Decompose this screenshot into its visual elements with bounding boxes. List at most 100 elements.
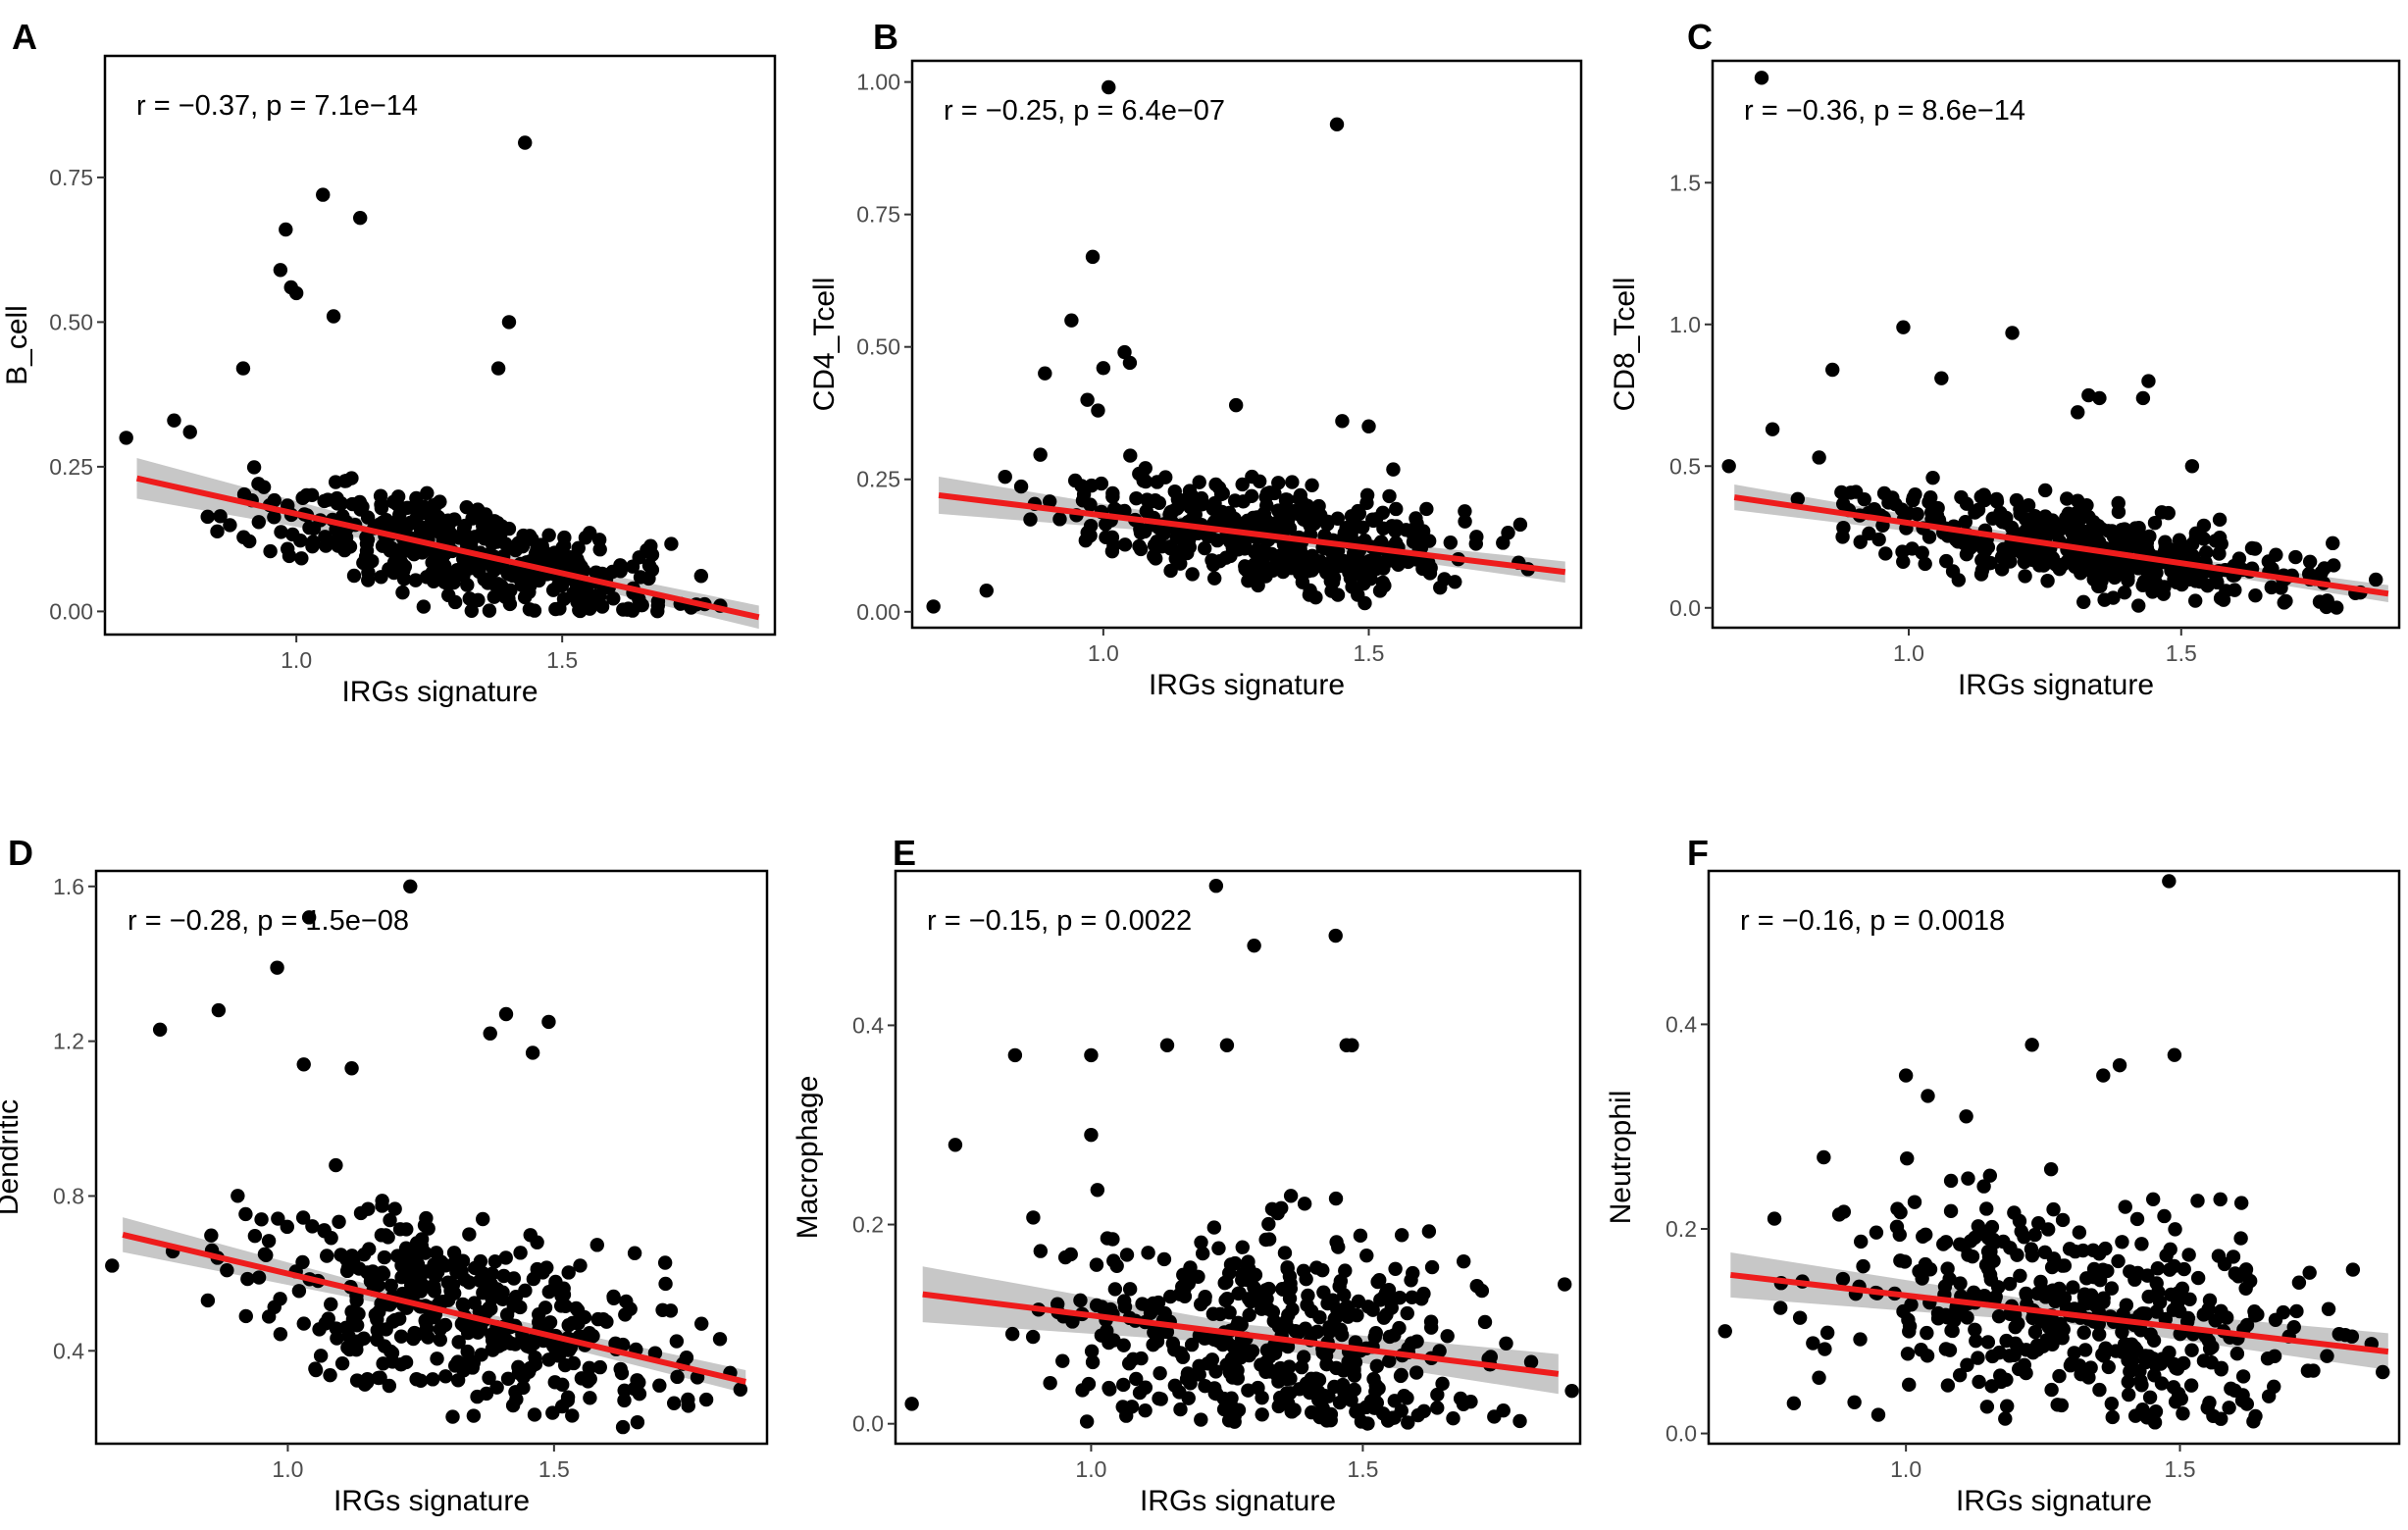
data-point bbox=[1261, 1216, 1276, 1232]
data-point bbox=[1375, 505, 1391, 520]
x-tick-label: 1.5 bbox=[2165, 1456, 2196, 1482]
data-point bbox=[2288, 549, 2303, 565]
data-point bbox=[1893, 1204, 1908, 1220]
data-point bbox=[2167, 1047, 2182, 1062]
data-point bbox=[319, 538, 333, 553]
data-point bbox=[561, 1265, 576, 1280]
data-point bbox=[407, 1325, 422, 1341]
data-point bbox=[1141, 1246, 1155, 1260]
data-point bbox=[375, 1265, 390, 1280]
data-point bbox=[1878, 546, 1893, 561]
data-point bbox=[2104, 524, 2120, 538]
data-point bbox=[606, 591, 621, 606]
data-point bbox=[555, 1377, 570, 1393]
data-point bbox=[246, 460, 262, 475]
data-point bbox=[479, 1386, 494, 1402]
data-point bbox=[1835, 530, 1850, 544]
data-point bbox=[591, 533, 607, 547]
data-point bbox=[2092, 390, 2107, 406]
data-point bbox=[1336, 1363, 1351, 1378]
data-point bbox=[2145, 1192, 2161, 1207]
data-point bbox=[2045, 1283, 2061, 1298]
data-point bbox=[1295, 575, 1310, 589]
data-point bbox=[1302, 516, 1316, 532]
data-point bbox=[1102, 1380, 1116, 1396]
data-point bbox=[338, 530, 354, 545]
data-point bbox=[261, 1309, 277, 1324]
data-point bbox=[1301, 556, 1316, 572]
data-point bbox=[1122, 1282, 1138, 1297]
y-tick-label: 0.5 bbox=[1669, 453, 1701, 479]
regression-line bbox=[135, 475, 760, 621]
data-point bbox=[2072, 1225, 2087, 1240]
data-point bbox=[430, 1352, 444, 1366]
data-point bbox=[384, 1278, 398, 1293]
data-point bbox=[2214, 1411, 2229, 1426]
data-point bbox=[2055, 1212, 2071, 1228]
data-point bbox=[1085, 1354, 1101, 1370]
data-point bbox=[1025, 1329, 1041, 1345]
data-point bbox=[427, 1279, 441, 1295]
data-point bbox=[1305, 1404, 1319, 1420]
data-point bbox=[553, 1299, 569, 1313]
data-point bbox=[2118, 536, 2132, 550]
data-point bbox=[573, 1258, 588, 1273]
data-point bbox=[522, 529, 538, 543]
data-point bbox=[1523, 1354, 1539, 1369]
data-point bbox=[1173, 1402, 1188, 1417]
data-point bbox=[1558, 1277, 1572, 1292]
data-point bbox=[1435, 1376, 1450, 1392]
data-point bbox=[2177, 1261, 2191, 1277]
data-point bbox=[1147, 1325, 1161, 1340]
data-point bbox=[349, 1318, 365, 1333]
data-point bbox=[2344, 1329, 2360, 1344]
data-point bbox=[594, 599, 610, 614]
data-point bbox=[1942, 1343, 1958, 1357]
data-point bbox=[2267, 1379, 2281, 1395]
data-point bbox=[1853, 1332, 1868, 1347]
data-point bbox=[2074, 523, 2088, 537]
data-point bbox=[1042, 494, 1057, 509]
data-point bbox=[1409, 1365, 1424, 1380]
data-point bbox=[538, 1300, 553, 1315]
data-point bbox=[2162, 874, 2177, 889]
data-point bbox=[2190, 1270, 2206, 1286]
data-point bbox=[419, 1210, 434, 1226]
data-point bbox=[320, 1249, 334, 1263]
data-point bbox=[167, 413, 181, 428]
data-point bbox=[545, 583, 561, 597]
data-point bbox=[2072, 1358, 2087, 1373]
data-point bbox=[385, 1354, 400, 1369]
correlation-annotation: r = −0.36, p = 8.6e−14 bbox=[1744, 95, 2025, 127]
data-point bbox=[1430, 1401, 1445, 1415]
data-point bbox=[383, 1212, 397, 1228]
data-point bbox=[487, 1253, 503, 1269]
data-point bbox=[261, 1234, 277, 1249]
data-point bbox=[1165, 1336, 1181, 1352]
data-point bbox=[1943, 1173, 1959, 1189]
data-point bbox=[1245, 469, 1259, 484]
data-point bbox=[2050, 1398, 2065, 1412]
data-point bbox=[515, 538, 531, 554]
data-point bbox=[1463, 1394, 1478, 1409]
data-point bbox=[346, 568, 362, 584]
panel-letter: E bbox=[893, 833, 916, 873]
x-axis-title: IRGs signature bbox=[1956, 1485, 2152, 1517]
data-point bbox=[2118, 1199, 2132, 1214]
data-point bbox=[2321, 1301, 2336, 1316]
y-tick-label: 0.00 bbox=[49, 598, 93, 624]
data-point bbox=[1163, 563, 1178, 579]
data-point bbox=[360, 1375, 375, 1390]
data-point bbox=[1512, 1413, 1527, 1429]
data-point bbox=[484, 1301, 498, 1316]
panel-letter: A bbox=[12, 17, 37, 57]
data-point bbox=[445, 1409, 460, 1424]
data-point bbox=[2057, 1291, 2073, 1305]
data-point bbox=[1124, 1400, 1140, 1414]
data-point bbox=[1995, 515, 2010, 530]
data-point bbox=[1283, 1189, 1299, 1203]
data-point bbox=[2226, 1250, 2241, 1264]
data-point bbox=[2139, 1410, 2155, 1425]
data-point bbox=[1057, 1250, 1073, 1265]
data-point bbox=[2166, 1380, 2181, 1395]
